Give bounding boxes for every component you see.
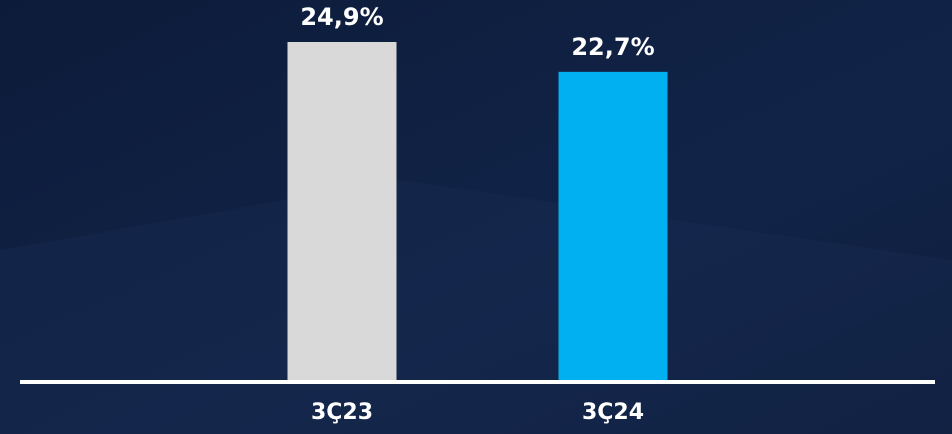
x-tick-label: 3Ç23: [311, 400, 373, 425]
bar: [558, 71, 668, 380]
x-tick-label: 3Ç24: [582, 400, 644, 425]
value-label: 22,7%: [571, 33, 654, 61]
value-label: 24,9%: [300, 3, 383, 31]
background-texture: [0, 180, 952, 434]
bar: [287, 42, 397, 380]
